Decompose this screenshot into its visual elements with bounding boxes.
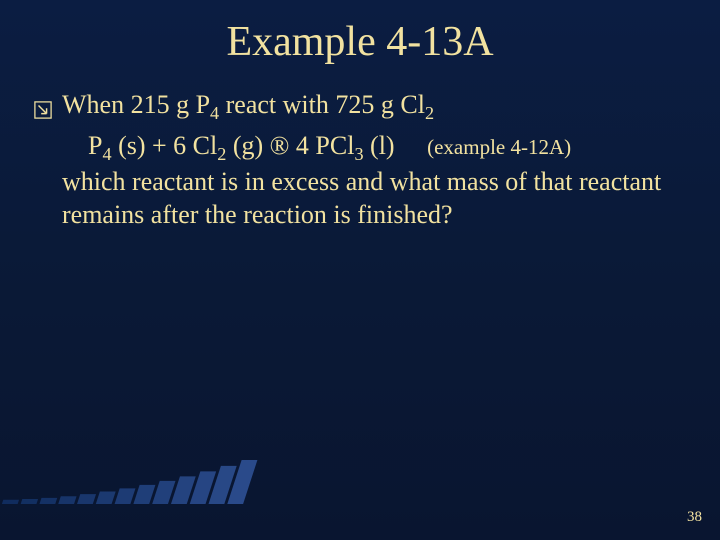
reaction-arrow-icon: ® [270, 131, 290, 160]
subscript: 2 [217, 144, 226, 164]
body-text: When 215 g P4 react with 725 g Cl2 P4 (s… [0, 66, 720, 231]
text-fragment: 4 PCl [289, 131, 354, 160]
text-fragment: When 215 g P [62, 90, 210, 119]
subscript: 3 [354, 144, 363, 164]
slide-title: Example 4-13A [0, 0, 720, 66]
subscript: 4 [102, 144, 111, 164]
text-fragment: (g) [226, 131, 269, 160]
bullet-item: When 215 g P4 react with 725 g Cl2 [34, 88, 686, 127]
text-fragment: (s) + 6 Cl [112, 131, 218, 160]
continuation-text: which reactant is in excess and what mas… [34, 165, 686, 232]
text-fragment: react with 725 g Cl [219, 90, 425, 119]
bullet-line-1: When 215 g P4 react with 725 g Cl2 [62, 88, 686, 121]
page-number: 38 [687, 509, 702, 526]
equation-line: P4 (s) + 6 Cl2 (g) ® 4 PCl3 (l) (example… [34, 129, 686, 162]
text-fragment: (l) [364, 131, 395, 160]
corner-bars-decoration [0, 452, 260, 504]
example-reference: (example 4-12A) [427, 135, 571, 159]
arrow-bullet-icon [34, 94, 56, 127]
slide: { "title": "Example 4-13A", "bullet": { … [0, 0, 720, 540]
text-fragment: P [88, 131, 102, 160]
subscript: 4 [210, 103, 219, 123]
subscript: 2 [425, 103, 434, 123]
